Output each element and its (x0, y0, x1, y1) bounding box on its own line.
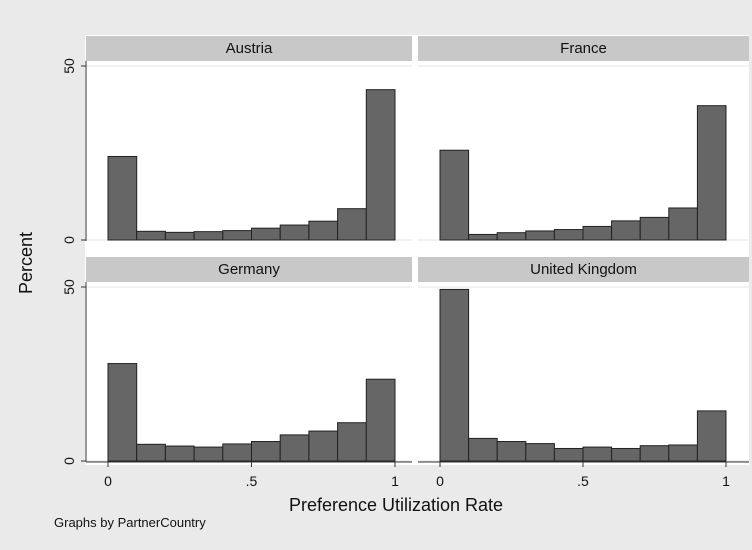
bar-france (639, 216, 670, 241)
bar-austria (337, 208, 367, 241)
bar-united-kingdom (439, 288, 470, 462)
bar-austria (136, 230, 166, 241)
x-tick-label: 1 (391, 473, 399, 489)
bar-austria (279, 224, 310, 241)
bar-germany (193, 446, 224, 462)
bar-united-kingdom (553, 447, 584, 462)
bar-united-kingdom (468, 437, 498, 462)
bar-germany (251, 441, 281, 462)
bar-united-kingdom (639, 445, 670, 462)
bar-austria (164, 231, 195, 241)
x-tick-label: 0 (436, 473, 444, 489)
y-tick-label: 0 (61, 457, 77, 465)
bar-france (611, 220, 641, 241)
bar-germany (308, 430, 339, 462)
panel-header-germany (86, 257, 412, 282)
bar-germany (222, 443, 253, 462)
x-tick-label: 0 (104, 473, 112, 489)
bar-united-kingdom (525, 443, 555, 462)
bar-austria (222, 230, 253, 241)
panel-title-germany: Germany (218, 261, 280, 278)
bar-austria (365, 89, 396, 241)
y-axis-title: Percent (16, 232, 36, 294)
bar-united-kingdom (611, 447, 641, 462)
bar-germany (337, 422, 367, 462)
x-tick-label: 1 (722, 473, 730, 489)
x-tick-label: .5 (577, 473, 589, 489)
bar-france (696, 105, 727, 241)
bar-united-kingdom (668, 444, 698, 462)
y-tick-label: 0 (61, 236, 77, 244)
bar-france (553, 229, 584, 241)
bar-france (468, 233, 498, 241)
panel-title-austria: Austria (226, 40, 273, 57)
bar-austria (251, 227, 281, 241)
bar-austria (193, 231, 224, 241)
bar-france (496, 232, 527, 241)
bar-united-kingdom (696, 410, 727, 462)
x-axis-title: Preference Utilization Rate (289, 495, 503, 515)
panel-header-united-kingdom (418, 257, 749, 282)
bar-austria (308, 220, 339, 241)
x-tick-label: .5 (246, 473, 258, 489)
bar-france (439, 149, 470, 241)
bar-france (582, 225, 613, 241)
bar-germany (365, 378, 396, 462)
bar-austria (107, 155, 138, 241)
bar-germany (136, 443, 166, 462)
bar-germany (279, 434, 310, 462)
graphs-by-note: Graphs by PartnerCountry (54, 515, 206, 530)
y-tick-label: 50 (61, 279, 77, 295)
panel-title-france: France (560, 40, 607, 57)
panel-background (418, 283, 749, 463)
bar-germany (164, 445, 195, 462)
bar-germany (107, 363, 138, 462)
bar-united-kingdom (582, 446, 613, 462)
y-tick-label: 50 (61, 58, 77, 74)
bar-france (668, 207, 698, 241)
panel-header-austria (86, 36, 412, 61)
panel-title-united-kingdom: United Kingdom (530, 261, 637, 278)
panel-header-france (418, 36, 749, 61)
bar-united-kingdom (496, 441, 527, 462)
bar-france (525, 230, 555, 241)
